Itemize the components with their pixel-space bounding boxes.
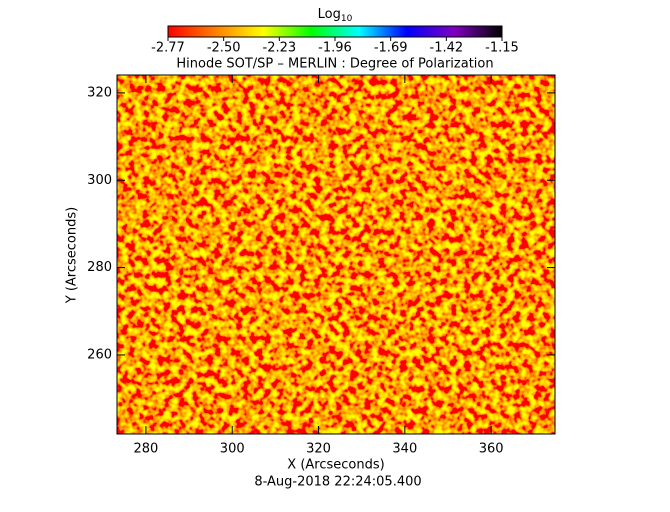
- footer: 8-Aug-2018 22:24:05.400: [254, 475, 421, 490]
- heatmap-image: [117, 75, 555, 434]
- colorbar-tick-label: -1.42: [430, 41, 464, 56]
- colorbar-label-sub: 10: [341, 14, 353, 24]
- colorbar-tick-label: -2.50: [207, 41, 241, 56]
- colorbar-label: Log10: [318, 7, 353, 24]
- colorbar-tick-label: -1.69: [374, 41, 408, 56]
- x-tick-label: 320: [306, 442, 331, 457]
- x-tick-label: 340: [392, 442, 417, 457]
- colorbar-tick-label: -2.77: [151, 41, 185, 56]
- colorbar: [167, 25, 503, 38]
- x-axis-label: X (Arcseconds): [287, 458, 384, 473]
- x-tick-label: 280: [133, 442, 158, 457]
- colorbar-tick-label: -1.96: [318, 41, 352, 56]
- y-tick-label: 320: [87, 85, 112, 100]
- colorbar-tick-label: -2.23: [263, 41, 297, 56]
- y-axis-label: Y (Arcseconds): [65, 207, 80, 304]
- colorbar-tick-label: -1.15: [485, 41, 519, 56]
- x-tick-label: 300: [220, 442, 245, 457]
- axes: 280 300 320 340 360 260 280 300 320 -2.77 -2.50 -2.…: [87, 37, 555, 457]
- y-tick-label: 300: [87, 173, 112, 188]
- plot-frame: [116, 74, 556, 435]
- colorbar-label-text: Log: [318, 7, 341, 22]
- y-tick-label: 280: [87, 260, 112, 275]
- x-tick-label: 360: [479, 442, 504, 457]
- chart-title: Hinode SOT/SP – MERLIN : Degree of Polar…: [176, 57, 493, 72]
- y-tick-label: 260: [87, 347, 112, 362]
